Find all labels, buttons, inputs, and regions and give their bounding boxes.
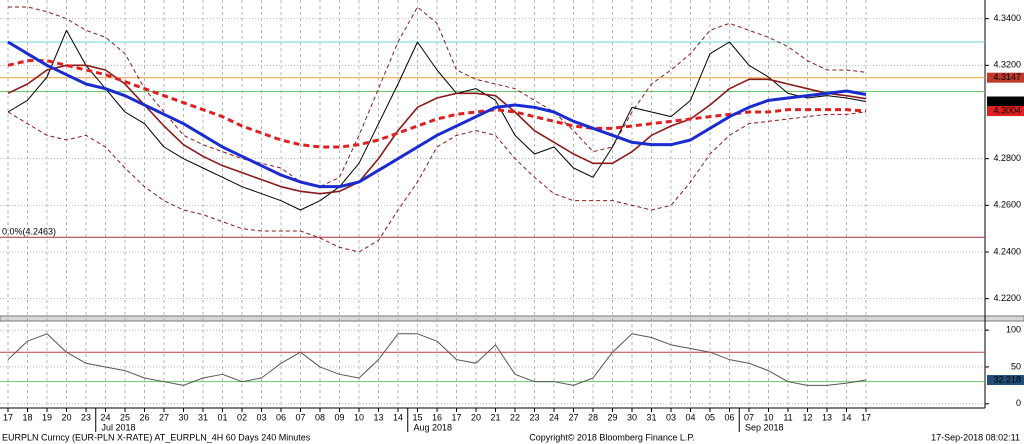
x-tick-label: 27 bbox=[159, 412, 169, 422]
footer-right: 17-Sep-2018 08:02:11 bbox=[931, 432, 1020, 442]
x-tick-label: 22 bbox=[510, 412, 520, 422]
series-line bbox=[7, 29, 867, 211]
x-tick-label: 03 bbox=[666, 412, 676, 422]
y-tick-label: 4.3200 bbox=[993, 60, 1021, 70]
footer-left: EURPLN Curncy (EUR-PLN X-RATE) AT_EURPLN… bbox=[2, 432, 311, 442]
y-tick-label: 4.2600 bbox=[993, 200, 1021, 210]
x-tick-label: 25 bbox=[120, 412, 130, 422]
x-tick-label: 07 bbox=[744, 412, 754, 422]
last-value-box bbox=[987, 96, 1024, 107]
x-tick-label: 20 bbox=[471, 412, 481, 422]
x-tick-label: 05 bbox=[705, 412, 715, 422]
x-tick-label: 24 bbox=[549, 412, 559, 422]
x-tick-label: 11 bbox=[783, 412, 792, 422]
footer-center: Copyright© 2018 Bloomberg Finance L.P. bbox=[529, 432, 695, 442]
x-tick-label: 27 bbox=[568, 412, 578, 422]
x-tick-label: 28 bbox=[588, 412, 598, 422]
last-value-label: 32.218 bbox=[993, 374, 1021, 384]
x-tick-label: 01 bbox=[217, 412, 227, 422]
y-tick-label: 4.2800 bbox=[993, 153, 1021, 163]
x-tick-label: 23 bbox=[81, 412, 91, 422]
x-tick-label: 07 bbox=[295, 412, 305, 422]
y-tick-label: 4.2200 bbox=[993, 293, 1021, 303]
x-tick-label: 10 bbox=[763, 412, 773, 422]
month-label: Aug 2018 bbox=[414, 422, 453, 432]
last-value-label: 4.3004 bbox=[993, 105, 1021, 115]
x-tick-label: 17 bbox=[861, 412, 871, 422]
panel-separator bbox=[0, 315, 1024, 322]
last-value-box bbox=[987, 106, 1024, 117]
x-tick-label: 26 bbox=[139, 412, 149, 422]
y-tick-label: 100 bbox=[1006, 324, 1021, 334]
y-tick-label: 50 bbox=[1011, 361, 1021, 371]
x-tick-label: 16 bbox=[432, 412, 442, 422]
y-tick-label: 4.2400 bbox=[993, 246, 1021, 256]
series-line bbox=[8, 6, 867, 188]
month-label: Sep 2018 bbox=[745, 422, 784, 432]
series-line bbox=[7, 64, 867, 195]
last-value-box bbox=[987, 375, 1024, 386]
last-value-label: 4.3147 bbox=[993, 72, 1021, 82]
x-tick-label: 12 bbox=[802, 412, 812, 422]
x-tick-label: 13 bbox=[373, 412, 383, 422]
x-tick-label: 03 bbox=[256, 412, 266, 422]
x-tick-label: 29 bbox=[607, 412, 617, 422]
x-tick-label: 31 bbox=[198, 412, 208, 422]
x-tick-label: 17 bbox=[3, 412, 13, 422]
x-tick-label: 06 bbox=[276, 412, 286, 422]
series-line bbox=[7, 333, 867, 386]
x-tick-label: 19 bbox=[42, 412, 52, 422]
x-tick-label: 14 bbox=[841, 412, 851, 422]
x-tick-label: 30 bbox=[627, 412, 637, 422]
x-tick-label: 06 bbox=[724, 412, 734, 422]
level-label: 0.0%(4.2463) bbox=[2, 227, 56, 237]
x-tick-label: 09 bbox=[334, 412, 344, 422]
last-value-label: 4.3045 bbox=[993, 96, 1021, 106]
x-tick-label: 20 bbox=[61, 412, 71, 422]
x-tick-label: 15 bbox=[412, 412, 422, 422]
x-tick-label: 13 bbox=[822, 412, 832, 422]
x-tick-label: 30 bbox=[178, 412, 188, 422]
x-tick-label: 31 bbox=[646, 412, 656, 422]
x-tick-label: 23 bbox=[529, 412, 539, 422]
x-tick-label: 17 bbox=[451, 412, 461, 422]
series-line bbox=[7, 111, 867, 253]
x-tick-label: 18 bbox=[22, 412, 32, 422]
y-tick-label: 4.3400 bbox=[993, 13, 1021, 23]
month-label: Jul 2018 bbox=[102, 422, 136, 432]
x-tick-label: 14 bbox=[393, 412, 403, 422]
x-tick-label: 10 bbox=[354, 412, 364, 422]
x-tick-label: 04 bbox=[685, 412, 695, 422]
x-tick-label: 08 bbox=[315, 412, 325, 422]
y-tick-label: 0 bbox=[1016, 398, 1021, 408]
x-tick-label: 21 bbox=[490, 412, 500, 422]
series-line bbox=[7, 40, 867, 189]
x-tick-label: 02 bbox=[237, 412, 247, 422]
last-value-box bbox=[987, 72, 1024, 83]
x-tick-label: 24 bbox=[100, 412, 110, 422]
